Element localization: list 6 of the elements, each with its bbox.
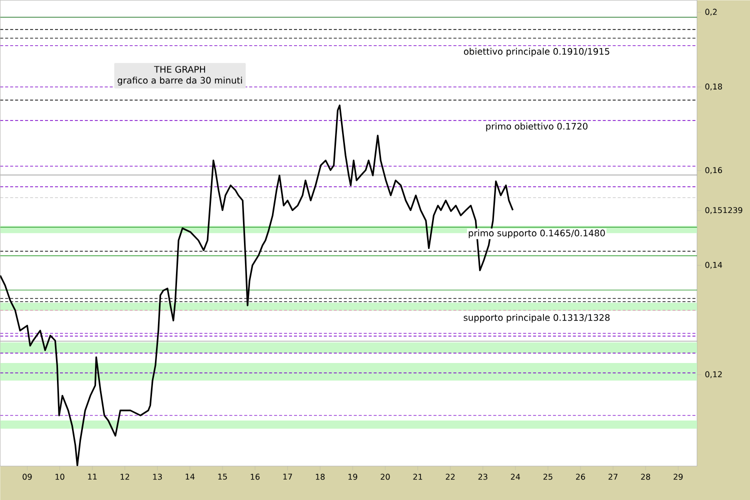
band-label: supporto principale 0.1313/1328 (464, 314, 610, 323)
ref-line-label: primo supporto 0.1465/0.1480 (468, 229, 605, 238)
text: THE GRAPH (154, 66, 206, 73)
ref-line-label: primo obiettivo 0.1720 (486, 122, 588, 132)
text: grafico a barre da 30 minuti (118, 76, 242, 86)
ref-line-label: obiettivo principale 0.1910/1915 (464, 48, 610, 56)
